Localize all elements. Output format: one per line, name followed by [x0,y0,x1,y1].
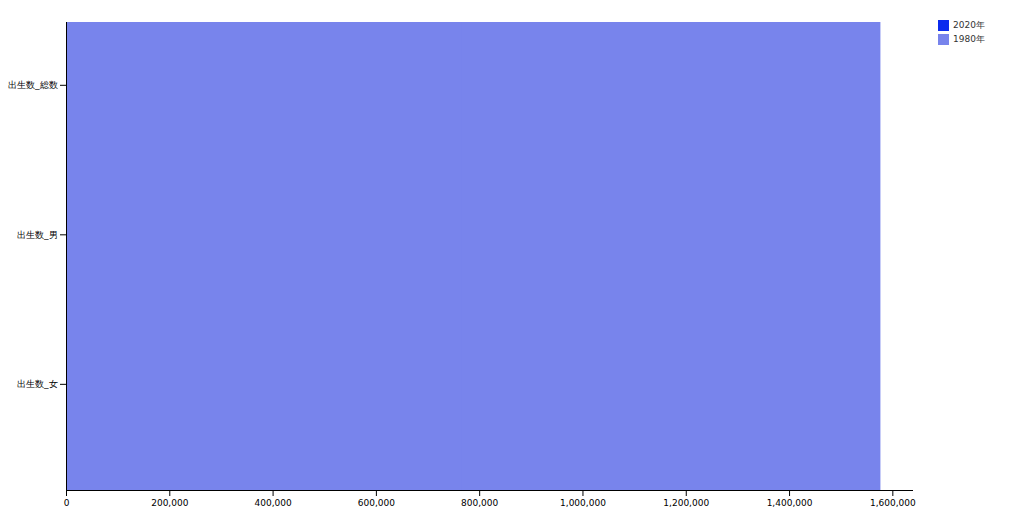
svg-text:400,000: 400,000 [254,498,291,508]
svg-text:200,000: 200,000 [151,498,188,508]
svg-text:800,000: 800,000 [461,498,498,508]
html-text:2020年: 2020年 [953,19,985,30]
svg-text:0: 0 [64,498,70,508]
svg-text:600,000: 600,000 [358,498,395,508]
svg-text:1,000,000: 1,000,000 [560,498,606,508]
svg-text:1,200,000: 1,200,000 [663,498,709,508]
html-text:1980年: 1980年 [953,33,985,44]
svg-text:出生数_男: 出生数_男 [17,230,58,240]
svg-text:1,400,000: 1,400,000 [767,498,813,508]
svg-text:出生数_女: 出生数_女 [17,379,58,389]
svg-text:出生数_総数: 出生数_総数 [8,80,58,90]
svg-text:1,600,000: 1,600,000 [870,498,916,508]
